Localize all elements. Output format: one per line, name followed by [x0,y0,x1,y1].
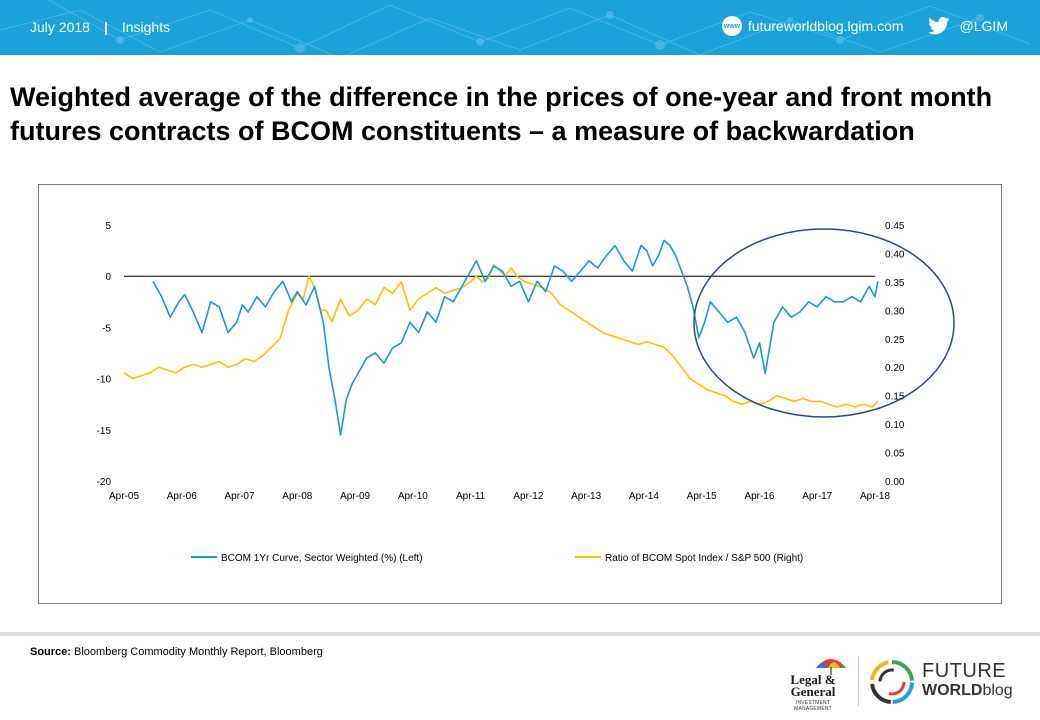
left-tick-label: 0 [105,272,111,283]
x-tick-label: Apr-10 [398,491,428,502]
lg-logo-sub: INVESTMENT MANAGEMENT [794,700,832,712]
x-tick-label: Apr-07 [225,491,255,502]
page-title: Weighted average of the difference in th… [10,80,1040,148]
legend-label: Ratio of BCOM Spot Index / S&P 500 (Righ… [605,553,803,564]
highlight-ellipse [693,228,955,418]
future-world-ring-icon [870,660,914,704]
x-tick-label: Apr-12 [513,491,543,502]
header-separator: | [103,19,108,35]
x-tick-label: Apr-05 [109,491,139,502]
right-tick-label: 0.40 [885,249,905,260]
lg-logo-line1: Legal & [790,672,836,687]
future-world-logo: FUTURE WORLDblog [868,658,1028,708]
footer-divider [0,632,1040,636]
right-tick-label: 0.45 [885,221,905,232]
fw-logo-line2a: WORLD [922,682,983,699]
x-tick-label: Apr-14 [629,491,659,502]
left-tick-label: -10 [97,375,112,386]
x-tick-label: Apr-11 [456,491,486,502]
twitter-icon[interactable] [927,17,950,35]
source-text: Bloomberg Commodity Monthly Report, Bloo… [70,646,323,658]
x-tick-label: Apr-16 [744,491,774,502]
right-tick-label: 0.05 [885,449,905,460]
series-line-bcom-curve [152,239,879,436]
left-tick-label: 5 [105,221,111,232]
right-tick-label: 0.35 [885,278,905,289]
header-section-link[interactable]: Insights [121,19,171,35]
website-link[interactable]: futureworldblog.lgim.com [747,18,904,34]
right-tick-label: 0.10 [885,420,905,431]
x-tick-label: Apr-08 [282,491,312,502]
right-tick-label: 0.25 [885,335,905,346]
left-tick-label: -5 [102,323,111,334]
series-line-ratio [123,264,879,408]
source-label: Source: [30,646,71,658]
twitter-handle-link[interactable]: @LGIM [959,18,1008,34]
right-tick-label: 0.20 [885,363,905,374]
left-tick-label: -20 [97,477,112,488]
x-tick-label: Apr-09 [340,491,370,502]
backwardation-chart: 50-5-10-15-20 0.450.400.350.300.250.200.… [97,221,955,564]
www-icon: www [721,16,742,36]
legal-general-logo: Legal & General INVESTMENT MANAGEMENT [780,656,846,712]
lg-logo-line2: General [790,684,836,699]
chart-frame: 5 0 -5 -10 -15 -20 0.45 0.40 0.35 0.30 0.25 0.20 0.… [38,184,1002,604]
right-axis-ticks: 0.45 0.40 0.35 0.30 0.25 0.20 0.15 0.10 0.05 0.00 [885,221,905,488]
x-tick-label: Apr-13 [571,491,601,502]
fw-logo-line1: FUTURE [922,660,1007,682]
chart-legend: BCOM 1Yr Curve, Sector Weighted (%) (Lef… [191,553,803,564]
left-tick-label: -15 [97,426,112,437]
x-tick-label: Apr-06 [167,491,197,502]
right-tick-label: 0.00 [885,477,905,488]
source-note: Source: Bloomberg Commodity Monthly Repo… [30,646,323,658]
left-axis-ticks: 5 0 -5 -10 -15 -20 [97,221,112,488]
x-tick-label: Apr-15 [687,491,717,502]
legend-label: BCOM 1Yr Curve, Sector Weighted (%) (Lef… [221,553,423,564]
header-date: July 2018 [30,19,90,35]
fw-logo-line2b: blog [982,682,1013,699]
fw-logo-line2: WORLDblog [922,682,1013,700]
page-title-line2: futures contracts of BCOM constituents –… [10,116,915,146]
page-title-line1: Weighted average of the difference in th… [10,82,993,112]
right-tick-label: 0.15 [885,392,905,403]
series-layer [123,239,879,436]
x-tick-label: Apr-18 [860,491,890,502]
right-tick-label: 0.30 [885,306,905,317]
logo-divider [858,656,859,706]
umbrella-icon [816,659,846,675]
header-network-pattern [0,0,1031,55]
header-bar: July 2018 | Insights www futureworldblog… [0,0,1040,55]
x-tick-label: Apr-17 [802,491,832,502]
x-axis-ticks: Apr-05 Apr-06 Apr-07 Apr-08 Apr-09 Apr-10 Apr-… [109,491,890,502]
